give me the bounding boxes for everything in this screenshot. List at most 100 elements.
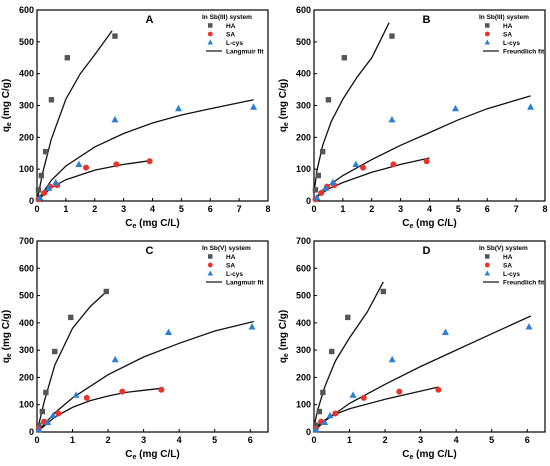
legend-marker	[207, 262, 213, 268]
legend: In Sb(III) system HA SAL-cys Langmuir fit	[202, 14, 264, 56]
plot-frame	[313, 240, 546, 433]
y-tick-label: 0	[306, 196, 311, 206]
x-tick-label: 1	[63, 204, 68, 214]
data-point-sa	[332, 410, 339, 417]
data-point-ha	[68, 314, 74, 321]
x-tick-label: 4	[454, 435, 459, 445]
x-tick-label: 8	[265, 204, 270, 214]
data-point-l-cys	[52, 178, 60, 186]
data-point-ha	[329, 348, 335, 355]
data-point-sa	[423, 158, 430, 165]
data-point-l-cys	[45, 184, 53, 191]
x-tick-label: 0	[311, 204, 316, 214]
data-point-ha	[312, 187, 319, 193]
legend-marker	[485, 23, 490, 28]
data-point-l-cys	[441, 328, 449, 336]
data-point-ha	[320, 389, 326, 396]
fit-line-l-cys	[314, 95, 531, 200]
y-tick-label: 0	[29, 196, 34, 206]
data-point-sa	[360, 164, 367, 171]
legend-label: HA	[503, 23, 513, 30]
plot-frame	[36, 9, 269, 202]
legend-label: SA	[503, 263, 512, 270]
x-tick-label: 2	[92, 204, 97, 214]
data-point-l-cys	[329, 178, 337, 186]
y-tick-label: 0	[29, 427, 34, 437]
data-point-sa	[318, 190, 325, 197]
x-tick-label: 6	[525, 435, 530, 445]
y-tick-label: 400	[19, 69, 34, 79]
data-point-ha	[316, 408, 323, 415]
legend: In Sb(V) system HA SAL-cys Langmuir fit	[202, 245, 264, 287]
x-tick-label: 0	[311, 435, 316, 445]
x-tick-label: 8	[542, 204, 547, 214]
x-tick-label: 4	[177, 435, 182, 445]
data-point-sa	[435, 386, 442, 393]
legend-marker	[484, 31, 490, 37]
legend-marker	[207, 31, 213, 37]
legend-label: SA	[226, 263, 235, 270]
x-tick-label: 3	[121, 204, 126, 214]
x-tick-label: 2	[383, 435, 388, 445]
x-tick-label: 6	[485, 204, 490, 214]
x-tick-label: 1	[340, 204, 345, 214]
data-point-ha	[36, 422, 42, 428]
data-point-sa	[146, 158, 153, 165]
fit-line-ha	[36, 289, 109, 433]
data-point-l-cys	[248, 323, 256, 330]
data-point-l-cys	[451, 104, 459, 112]
y-tick-label: 0	[306, 427, 311, 437]
y-tick-label: 200	[19, 132, 34, 142]
fit-line-ha	[313, 22, 390, 189]
legend: In Sb(V) system HA SAL-cys Freundlich fit	[479, 245, 545, 287]
chart-panel-d: 0 1 2 3 4 5 6 0 100 200 300 400 500 600 700 D Ce (mg C/L…	[278, 236, 546, 461]
data-point-l-cys	[49, 411, 57, 419]
plot-frame	[36, 240, 269, 433]
legend-label: SA	[503, 32, 512, 39]
fit-line-ha	[36, 30, 113, 202]
legend-marker	[207, 270, 213, 276]
fit-line-l-cys	[314, 315, 532, 432]
y-tick-label: 200	[296, 372, 311, 382]
data-point-ha	[103, 288, 109, 295]
y-tick-label: 400	[296, 318, 311, 328]
data-point-ha	[64, 55, 71, 61]
legend-marker	[484, 39, 490, 45]
data-point-l-cys	[321, 418, 329, 426]
data-point-ha	[341, 55, 348, 61]
y-tick-label: 100	[19, 400, 34, 410]
legend-title: In Sb(III) system	[479, 14, 529, 21]
legend-marker	[484, 270, 490, 276]
data-point-l-cys	[174, 104, 182, 112]
x-tick-label: 5	[456, 204, 461, 214]
fit-line-l-cys	[36, 99, 254, 202]
fit-line-sa	[36, 387, 162, 433]
legend-marker	[484, 262, 490, 268]
data-point-ha	[39, 408, 46, 415]
y-tick-label: 200	[296, 132, 311, 142]
data-point-ha	[380, 288, 386, 295]
legend-fit-label: Langmuir fit	[226, 280, 264, 287]
y-tick-label: 300	[19, 101, 34, 111]
legend-label: HA	[226, 254, 236, 261]
data-point-ha	[389, 33, 395, 39]
panel-label: A	[146, 14, 154, 26]
legend-marker	[485, 254, 490, 259]
data-point-l-cys	[111, 116, 119, 123]
data-point-sa	[55, 410, 62, 417]
data-point-sa	[396, 388, 403, 395]
x-tick-label: 0	[34, 204, 39, 214]
y-tick-label: 700	[19, 236, 34, 246]
data-point-l-cys	[388, 355, 396, 363]
y-tick-label: 300	[296, 345, 311, 355]
data-point-l-cys	[326, 411, 334, 419]
x-tick-label: 6	[208, 204, 213, 214]
x-tick-label: 0	[34, 435, 39, 445]
y-tick-label: 600	[296, 263, 311, 273]
data-point-l-cys	[72, 391, 80, 398]
data-point-l-cys	[250, 103, 258, 110]
data-point-l-cys	[527, 103, 535, 110]
fit-line-sa	[36, 159, 153, 202]
x-axis-label: Ce (mg C/L)	[125, 449, 179, 461]
y-tick-label: 600	[19, 5, 34, 15]
